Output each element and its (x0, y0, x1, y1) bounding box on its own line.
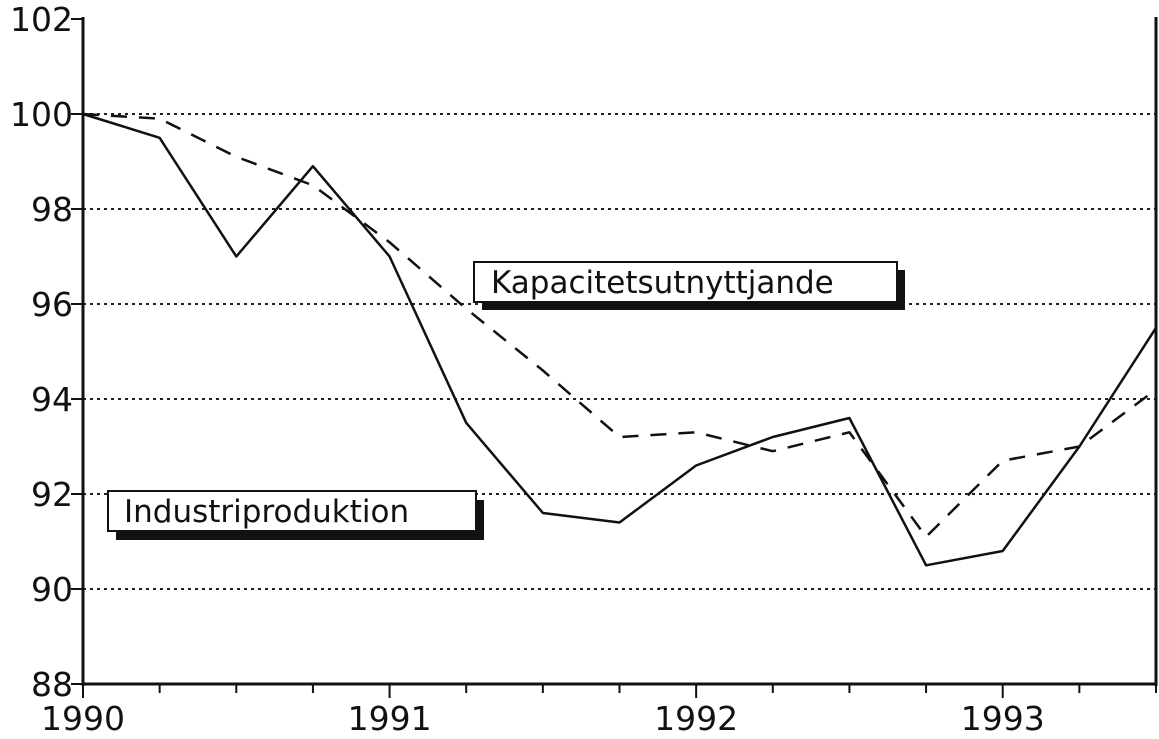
y-tick-label: 102 (10, 0, 73, 39)
series-line-kapacitetsutnyttjande (82, 112, 1157, 539)
y-tick-label: 98 (31, 190, 73, 229)
y-tick-label: 96 (31, 285, 73, 324)
y-tick-label: 90 (31, 570, 73, 609)
axes (81, 17, 1158, 686)
callout-box (473, 261, 898, 303)
series-line-industriproduktion (82, 112, 1158, 567)
callout-box (107, 490, 477, 532)
legend-callout-industriproduktion: Industriproduktion (107, 490, 484, 540)
series-label-industriproduktion: Industriproduktion (124, 494, 409, 530)
y-tick-label: 88 (31, 665, 73, 704)
x-tick-label: 1992 (654, 699, 738, 738)
y-axis-ticks: 88 90 92 94 96 98 100 102 (10, 0, 83, 704)
x-tick-label: 1991 (348, 699, 432, 738)
x-tick-label: 1993 (961, 699, 1045, 738)
series-lines (82, 112, 1158, 567)
y-tick-label: 92 (31, 475, 73, 514)
series-label-kapacitetsutnyttjande: Kapacitetsutnyttjande (491, 265, 834, 301)
x-tick-label: 1990 (41, 699, 125, 738)
x-axis-ticks: 1990 1991 1992 1993 (41, 684, 1157, 738)
legend-callout-kapacitetsutnyttjande: Kapacitetsutnyttjande (473, 261, 905, 310)
y-tick-label: 100 (10, 95, 73, 134)
y-tick-label: 94 (31, 380, 73, 419)
